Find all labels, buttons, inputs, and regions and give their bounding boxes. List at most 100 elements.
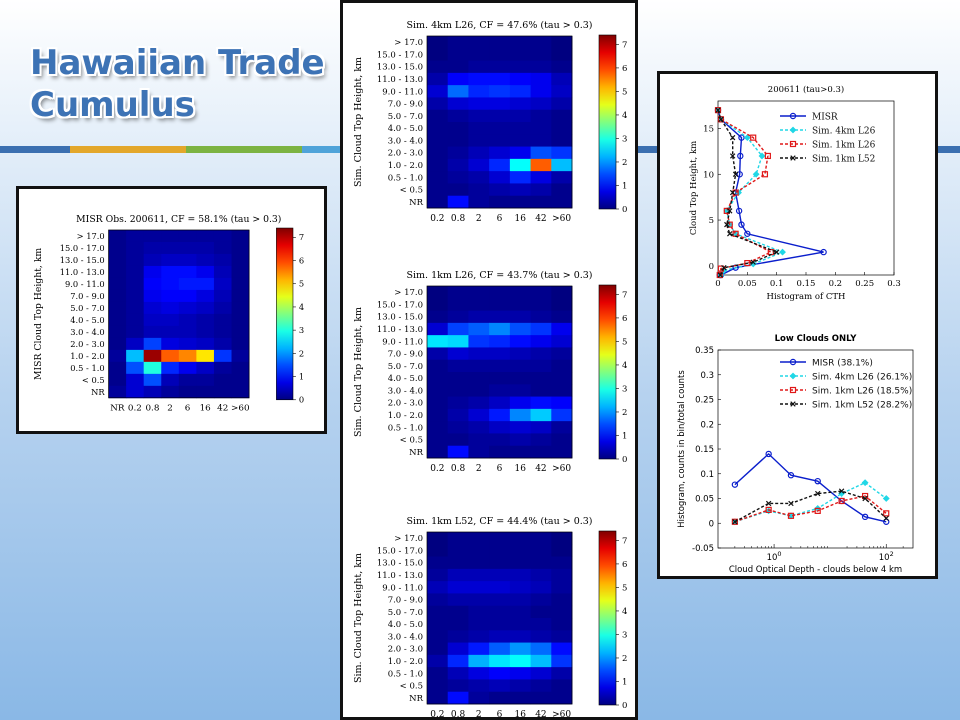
y-tick-label: 1.0 - 2.0 [388,161,423,171]
series-line-sim-1km-l26 [717,109,773,276]
y-tick-label: 0.5 - 1.0 [70,363,104,373]
heatmap-cell [161,325,180,339]
heatmap-cell [530,171,552,184]
heatmap-cell [447,310,469,324]
heatmap-cell [551,60,573,74]
heatmap-cell [161,373,180,387]
heatmap-cell [468,568,490,582]
y-axis-label: Histogram, counts in bin/total counts [677,370,687,528]
heatmap-cell [213,241,232,255]
stripe-segment-green [186,146,302,153]
data-point [744,230,751,237]
heatmap-cell [126,253,145,267]
heatmap-cell [447,654,469,668]
colorbar-tick-label: 6 [622,64,627,74]
heatmap-cell [427,286,449,299]
heatmap-cell [196,361,215,375]
y-tick-label: 1.0 - 2.0 [388,411,423,421]
heatmap-cell [489,618,511,631]
heatmap-cell [468,667,490,680]
heatmap-cell [231,289,250,303]
y-tick-label: 7.0 - 9.0 [70,291,104,301]
y-tick-label: 5 [709,216,714,226]
data-point [764,152,771,160]
colorbar [598,34,617,210]
y-tick-label: 4.0 - 5.0 [388,620,423,630]
heatmap-cell [551,544,573,557]
heatmap-cell [509,171,531,184]
heatmap-cell [447,605,469,619]
heatmap-cell [551,310,573,324]
heatmap-cell [126,349,145,363]
heatmap-cell [489,60,511,74]
heatmap-cell [551,408,573,422]
y-tick-label: > 17.0 [394,38,423,48]
x-tick-label: 16 [514,710,526,720]
y-tick-label: 15.0 - 17.0 [60,243,105,253]
data-point [752,170,760,178]
chart-title: MISR Obs. 200611, CF = 58.1% (tau > 0.3) [76,214,281,225]
heatmap-cell [161,385,180,399]
heatmap-cell [447,60,469,74]
stripe-segment-lightblue [302,146,342,153]
heatmap-cell [509,322,531,336]
heatmap-cell [468,322,490,336]
colorbar-tick-label: 3 [299,325,304,335]
heatmap-cell [530,134,552,147]
y-axis-label: Sim. Cloud Top Height, km [353,57,364,187]
colorbar-tick-label: 5 [622,87,627,97]
heatmap-cell [530,691,552,705]
heatmap-cell [196,241,215,255]
heatmap-cell [551,679,573,693]
data-point [779,248,786,256]
heatmap-cell [447,298,469,311]
y-tick-label: 0.5 - 1.0 [388,173,423,183]
heatmap-cell [126,325,145,339]
data-point [862,495,868,502]
y-tick-label: 9.0 - 11.0 [382,583,423,593]
heatmap-cell [108,253,127,267]
heatmap-cell [213,289,232,303]
heatmap-cell [427,183,449,197]
heatmap-cell [213,349,232,363]
heatmap-cell [178,373,197,387]
heatmap-cell [509,679,531,693]
heatmap-cell [530,372,552,385]
heatmap-cell [489,85,511,98]
heatmap-cell [530,532,552,545]
heatmap-cell [489,679,511,693]
y-tick-label: 0.5 - 1.0 [388,669,423,679]
heatmap-cell [447,445,469,459]
y-axis-label: Sim. Cloud Top Height, km [353,553,364,683]
data-point [883,510,890,517]
heatmap-cell [509,195,531,209]
heatmap-cell [143,289,162,303]
heatmap-cell [489,581,511,594]
data-point [743,134,751,142]
heatmap-cell [509,97,531,111]
heatmap-cell [447,335,469,348]
heatmap-cell [509,654,531,668]
heatmap-cell [108,373,127,387]
x-tick-label: 0.8 [145,404,159,414]
heatmap-cell [178,325,197,339]
heatmap-cell [143,325,162,339]
heatmap-cell [143,385,162,399]
heatmap-cell [126,337,145,351]
heatmap-cell [509,581,531,594]
heatmap-cell [530,286,552,299]
data-point [761,171,769,178]
colorbar-tick-label: 4 [622,361,627,371]
data-point [714,107,722,114]
heatmap-cell [108,265,127,279]
heatmap-cell [447,384,469,397]
x-tick-label: 42 [535,214,546,224]
heatmap-cell [447,134,469,147]
x-tick-label: >60 [231,404,250,414]
data-point [727,231,733,237]
heatmap-cell [489,195,511,209]
heatmap-cell [551,72,573,86]
heatmap-cell [509,568,531,582]
data-point [715,107,721,113]
heatmap-cell [509,556,531,570]
